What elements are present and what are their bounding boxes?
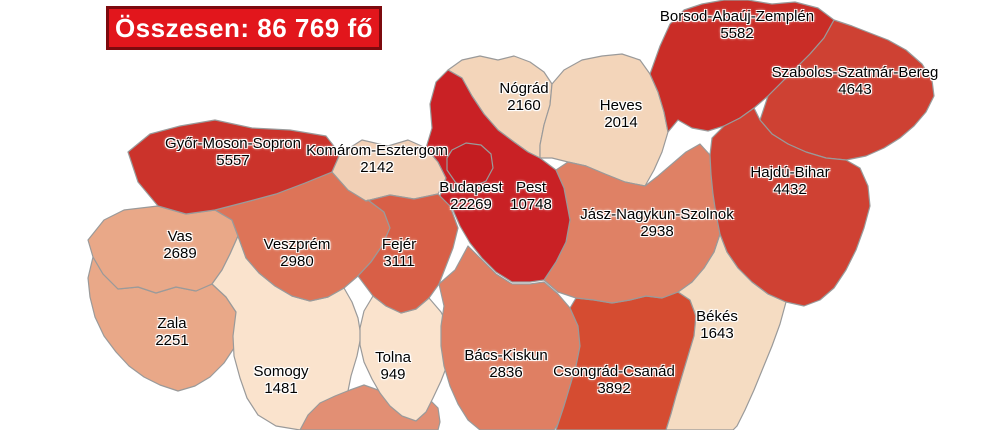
county-label-csongrad: Csongrád-Csanád 3892 [553,363,675,397]
county-label-szabolcs: Szabolcs-Szatmár-Bereg 4643 [772,64,939,98]
county-label-heves: Heves 2014 [600,97,643,131]
county-label-borsod: Borsod-Abaúj-Zemplén 5582 [660,8,814,42]
county-shape-szabolcs [759,19,935,161]
county-label-zala: Zala 2251 [155,315,188,349]
county-value: 2160 [507,97,541,114]
county-shape-komarom [331,139,447,202]
county-label-gyms: Győr-Moson-Sopron 5557 [165,135,301,169]
county-name: Somogy [253,363,309,380]
county-name: Bács-Kiskun [464,347,548,364]
county-name: Győr-Moson-Sopron [165,135,301,152]
county-shape-pest [425,69,571,283]
county-shape-somogy [211,235,362,430]
county-name: Jász-Nagykun-Szolnok [580,206,734,223]
county-name: Heves [599,97,643,114]
county-value: 2689 [163,245,197,262]
county-name: Csongrád-Csanád [553,363,675,380]
county-label-jasz: Jász-Nagykun-Szolnok 2938 [580,206,733,240]
county-name: Fejér [381,236,417,253]
county-shape-heves [539,53,669,187]
county-label-fejer: Fejér 3111 [382,236,416,270]
county-label-vas: Vas 2689 [163,228,196,262]
county-value: 2142 [360,159,394,176]
county-label-pest: Pest 10748 [510,179,552,213]
county-value: 3111 [383,253,415,270]
county-label-tolna: Tolna 949 [375,349,411,383]
county-name: Zala [157,315,187,332]
county-name: Budapest [439,179,503,196]
county-value: 2836 [489,364,523,381]
county-name: Borsod-Abaúj-Zemplén [659,8,815,25]
county-label-somogy: Somogy 1481 [253,363,308,397]
county-name: Vas [167,228,193,245]
county-value: 1643 [700,325,734,342]
county-value: 2938 [640,223,674,240]
county-shape-budapest [446,142,494,189]
county-name: Hajdú-Bihar [750,164,830,181]
county-value: 1481 [264,380,298,397]
county-value: 4432 [773,181,807,198]
county-shape-jasz [543,143,721,304]
county-name: Komárom-Esztergom [306,142,448,159]
county-value: 2251 [155,332,189,349]
county-label-nograd: Nógrád 2160 [499,80,548,114]
county-shape-fejer [357,193,459,314]
county-label-veszprem: Veszprém 2980 [264,236,331,270]
county-name: Pest [515,179,546,196]
county-value: 949 [380,366,406,383]
county-name: Békés [696,308,738,325]
total-text: Összesen: 86 769 fő [114,12,374,43]
county-name: Szabolcs-Szatmár-Bereg [771,64,939,81]
county-value: 3892 [597,380,631,397]
county-name: Tolna [375,349,411,366]
county-label-bekes: Békés 1643 [696,308,738,342]
county-value: 2014 [604,114,638,131]
county-shape-hajdu [709,107,871,307]
county-label-hajdu: Hajdú-Bihar 4432 [750,164,829,198]
county-value: 5557 [216,152,250,169]
county-label-budapest: Budapest 22269 [439,179,502,213]
county-label-komarom: Komárom-Esztergom 2142 [306,142,448,176]
total-banner: Összesen: 86 769 fő [106,6,382,50]
county-value: 2980 [280,253,314,270]
county-name: Veszprém [263,236,331,253]
county-value: 4643 [838,81,872,98]
county-value: 22269 [450,196,492,213]
county-name: Nógrád [499,80,549,97]
county-label-bacs: Bács-Kiskun 2836 [464,347,547,381]
county-value: 10748 [510,196,552,213]
county-value: 5582 [720,25,754,42]
